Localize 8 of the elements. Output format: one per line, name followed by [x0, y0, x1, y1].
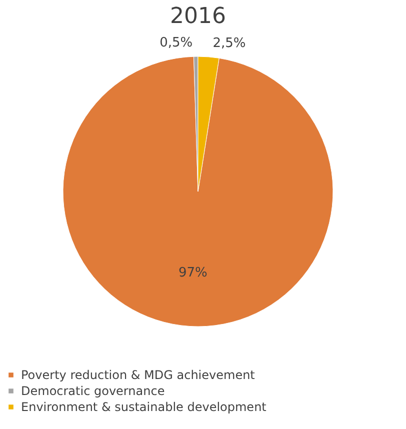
- legend-label: Environment & sustainable development: [21, 400, 267, 414]
- data-label: 2,5%: [212, 36, 246, 51]
- pie-slice: [62, 56, 334, 327]
- chart-title: 2016: [170, 4, 226, 29]
- data-label: 97%: [178, 265, 208, 280]
- legend-label: Poverty reduction & MDG achievement: [21, 368, 256, 382]
- data-label: 0,5%: [160, 36, 193, 51]
- legend-label: Democratic governance: [21, 384, 165, 398]
